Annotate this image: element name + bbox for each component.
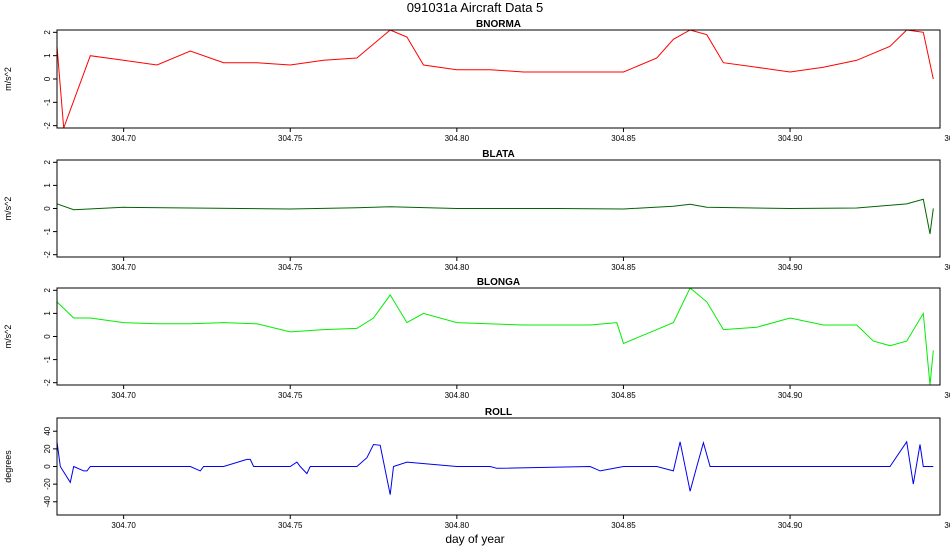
y-tick-label: 0 — [43, 76, 52, 81]
x-tick-label: 304.85 — [611, 391, 636, 400]
y-tick-label: 20 — [43, 444, 52, 453]
panel-blata: BLATA m/s^2 304.70 304.75 304.80 304.85 304.90… — [3, 149, 950, 272]
x-tick-label: 304.70 — [111, 521, 136, 530]
y-tick-label: 0 — [43, 206, 52, 211]
y-tick-label: -1 — [43, 227, 52, 235]
x-tick-label: 304.75 — [278, 134, 303, 143]
y-tick-label: -2 — [43, 122, 52, 130]
x-tick-label: 304.90 — [778, 134, 803, 143]
plot-frame — [56, 287, 941, 386]
y-axis-label: degrees — [3, 450, 13, 483]
panel-title: BLATA — [482, 149, 514, 160]
x-tick-label: 304.75 — [278, 263, 303, 272]
panel-title: BNORMA — [476, 19, 521, 30]
y-tick-label: 40 — [43, 426, 52, 435]
x-tick-label: 304.90 — [778, 263, 803, 272]
x-tick-label: 304.80 — [445, 263, 470, 272]
x-axis-label: day of year — [445, 532, 504, 546]
panel-bnorma: BNORMA m/s^2 304.70 304.75 304.80 304.85 304.9… — [3, 19, 950, 143]
panel-title: ROLL — [485, 407, 512, 418]
x-tick-label: 304.75 — [278, 521, 303, 530]
y-tick-label: 1 — [43, 311, 52, 316]
x-tick-label: 304.80 — [445, 521, 470, 530]
x-tick-label: 304.95 — [944, 391, 950, 400]
y-tick-label: -40 — [43, 495, 52, 507]
y-tick-label: 2 — [43, 288, 52, 293]
panel-title: BLONGA — [477, 277, 520, 288]
x-tick-label: 304.90 — [778, 391, 803, 400]
plot-frame — [56, 29, 941, 129]
x-tick-label: 304.70 — [111, 134, 136, 143]
series-line-bnorma — [57, 30, 934, 128]
x-tick-label: 304.70 — [111, 391, 136, 400]
x-tick-label: 304.85 — [611, 263, 636, 272]
y-axis-label: m/s^2 — [3, 197, 13, 221]
x-tick-label: 304.95 — [944, 134, 950, 143]
x-tick-label: 304.80 — [445, 134, 470, 143]
series-line-roll — [57, 440, 934, 495]
x-tick-label: 304.70 — [111, 263, 136, 272]
x-tick-label: 304.95 — [944, 521, 950, 530]
y-tick-label: 2 — [43, 30, 52, 35]
figure-title: 091031a Aircraft Data 5 — [407, 0, 544, 15]
y-tick-label: -1 — [43, 355, 52, 363]
series-line-blata — [57, 198, 934, 234]
series-line-blonga — [57, 288, 934, 385]
y-tick-label: -2 — [43, 251, 52, 259]
x-tick-label: 304.90 — [778, 521, 803, 530]
x-tick-label: 304.85 — [611, 521, 636, 530]
y-tick-label: -1 — [43, 98, 52, 106]
x-tick-label: 304.95 — [944, 263, 950, 272]
y-tick-label: -20 — [43, 478, 52, 490]
y-tick-label: 2 — [43, 160, 52, 165]
y-tick-label: 0 — [43, 334, 52, 339]
panel-roll: ROLL degrees 304.70 304.75 304.80 304.85 304.9… — [3, 407, 950, 530]
y-tick-label: -2 — [43, 379, 52, 387]
y-axis-label: m/s^2 — [3, 67, 13, 91]
y-tick-label: 1 — [43, 53, 52, 58]
x-tick-label: 304.80 — [445, 391, 470, 400]
y-tick-label: 0 — [43, 464, 52, 469]
x-tick-label: 304.85 — [611, 134, 636, 143]
y-tick-label: 1 — [43, 183, 52, 188]
x-tick-label: 304.75 — [278, 391, 303, 400]
y-axis-label: m/s^2 — [3, 325, 13, 349]
panel-blonga: BLONGA m/s^2 304.70 304.75 304.80 304.85 304.9… — [3, 277, 950, 400]
